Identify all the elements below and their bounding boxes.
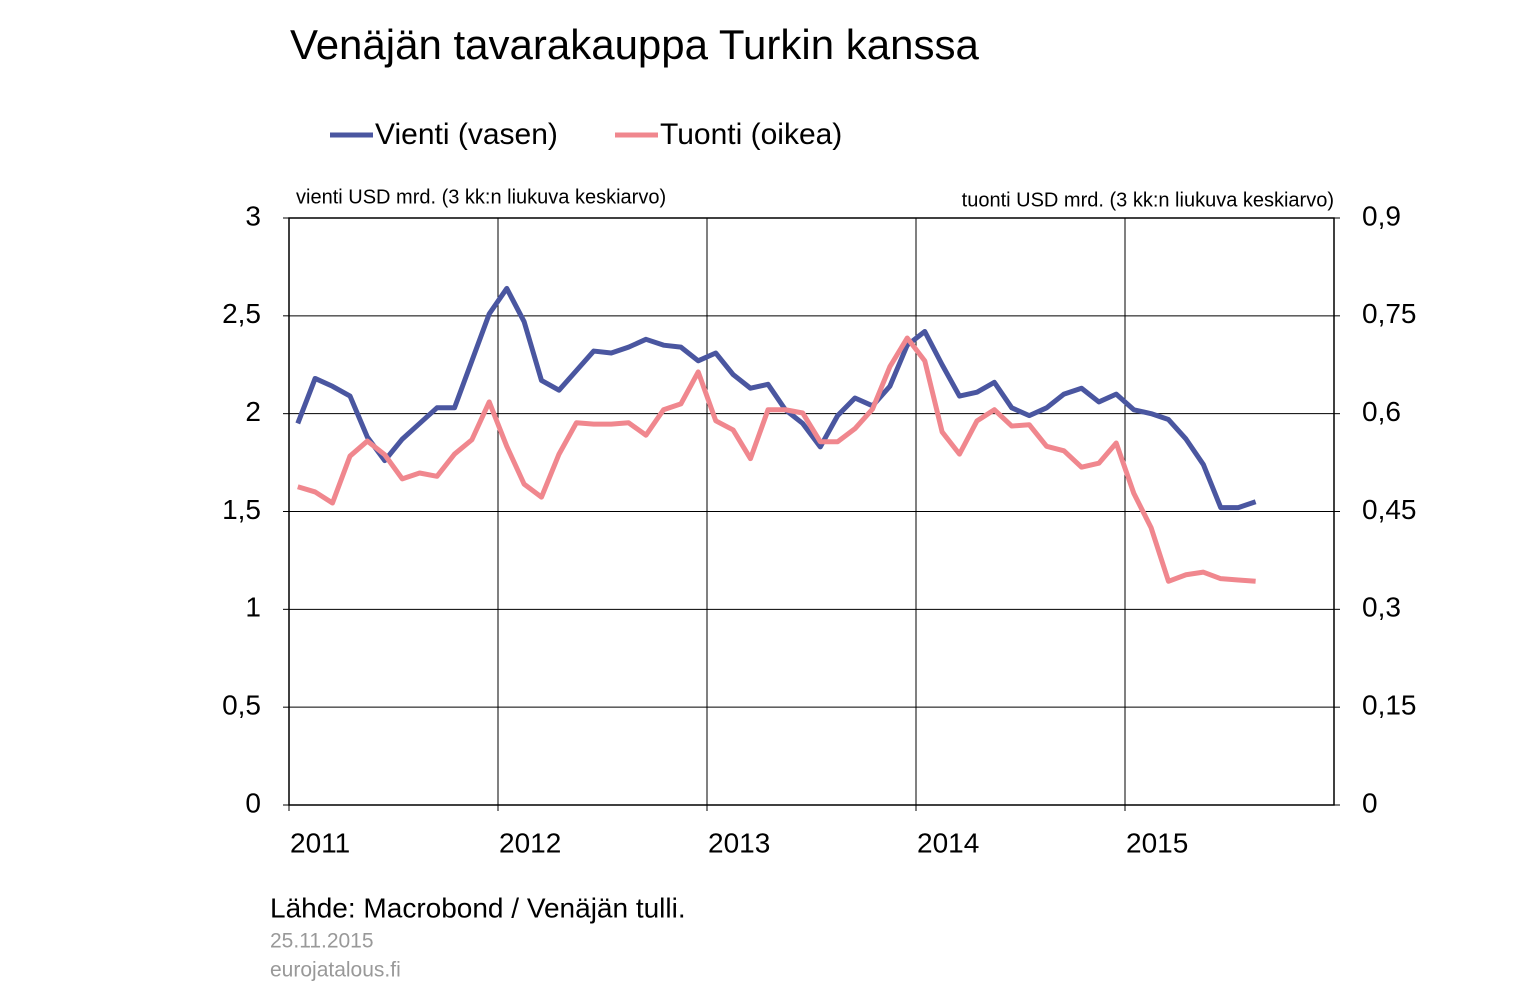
chart-title: Venäjän tavarakauppa Turkin kanssa xyxy=(290,21,979,68)
x-tick-label: 2015 xyxy=(1126,827,1188,858)
y2-tick-label: 0,9 xyxy=(1362,200,1401,231)
legend-label: Vienti (vasen) xyxy=(375,118,558,151)
y-tick-label: 3 xyxy=(245,200,261,231)
y2-tick-label: 0,75 xyxy=(1362,298,1417,329)
footnote: eurojatalous.fi xyxy=(270,959,401,982)
x-tick-label: 2013 xyxy=(708,827,770,858)
y-tick-label: 2 xyxy=(245,396,261,427)
source: Lähde: Macrobond / Venäjän tulli. xyxy=(270,892,686,923)
y-tick-label: 0,5 xyxy=(222,690,261,721)
y2-tick-label: 0,6 xyxy=(1362,396,1401,427)
plot-frame xyxy=(288,217,1335,806)
y2-tick-label: 0,45 xyxy=(1362,494,1417,525)
y2-tick-label: 0,15 xyxy=(1362,690,1417,721)
x-tick-label: 2014 xyxy=(917,827,979,858)
y-tick-label: 0 xyxy=(245,787,261,818)
y-tick-label: 1,5 xyxy=(222,494,261,525)
legend-label: Tuonti (oikea) xyxy=(660,118,842,151)
footnote: 25.11.2015 xyxy=(270,930,374,953)
y-axis-label: vienti USD mrd. (3 kk:n liukuva keskiarv… xyxy=(296,186,666,208)
x-tick-label: 2011 xyxy=(290,827,350,858)
y2-tick-label: 0,3 xyxy=(1362,592,1401,623)
y2-axis-label: tuonti USD mrd. (3 kk:n liukuva keskiarv… xyxy=(962,189,1334,211)
data-line xyxy=(295,285,1257,511)
y-tick-label: 1 xyxy=(245,592,261,623)
data-line xyxy=(297,335,1256,584)
y2-tick-label: 0 xyxy=(1362,787,1378,818)
x-tick-label: 2012 xyxy=(499,827,561,858)
y-tick-label: 2,5 xyxy=(222,298,261,329)
